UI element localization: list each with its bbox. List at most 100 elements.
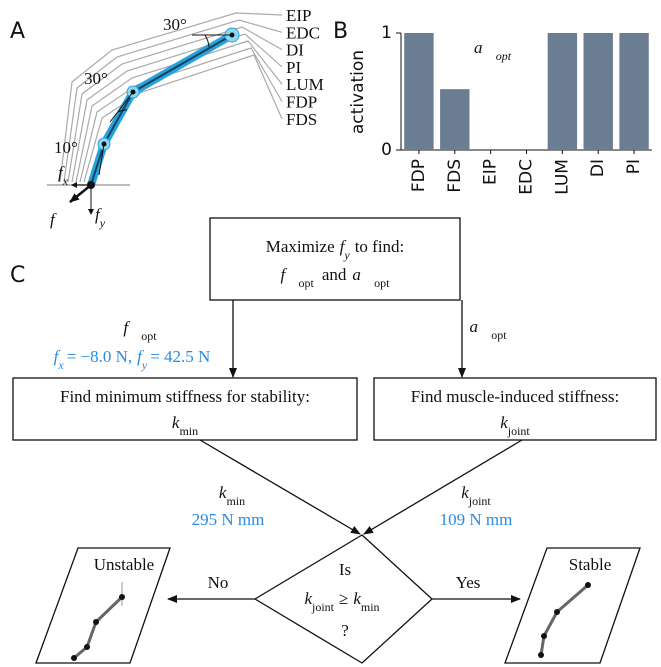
symbol: a⃗ [352,265,374,284]
fy-label: fy [95,205,106,230]
decision-text: ? [341,621,349,640]
tendons [59,12,283,183]
subscript: joint [311,600,335,614]
x-tick-label: FDP [409,159,429,192]
annotation: a⃗opt [474,38,512,63]
force-values: fx = −8.0 N, fy = 42.5 N [54,347,211,372]
fx-label: fx [58,163,69,188]
symbol: f⃗ [281,265,299,284]
y-axis-label: activation [348,50,368,134]
angle-label: 10° [54,138,78,157]
x-tick-label: PI [624,159,644,174]
box-text: Find muscle-induced stiffness: [411,387,619,406]
start-box [209,217,461,301]
finger-axis [90,34,233,186]
symbol: f [340,237,347,256]
tendon [63,19,283,183]
process-box [12,377,358,441]
f-arrow [69,184,92,203]
subscript: opt [298,276,314,290]
symbol: k [304,589,312,608]
edge-label: kmin [219,483,245,508]
y-tick-label: 1 [381,23,392,43]
angle-label: 30° [163,15,187,34]
panel-label: C [10,263,25,288]
value: = 42.5 N [150,347,210,366]
angle-arc [204,34,210,48]
muscle-label: LUM [286,75,324,94]
outcome-box [35,547,171,664]
edge-label: No [208,573,229,592]
x-tick-label: FDS [445,159,465,193]
subscript: opt [141,329,157,343]
subscript: opt [374,276,390,290]
decision-text: kjoint ≥ kmin [304,589,379,614]
joint-dot [93,619,99,625]
subscript: joint [468,494,492,508]
decision-text: Is [339,560,351,579]
box-text: kjoint [500,413,530,438]
edge [363,439,523,535]
symbol: f [95,205,102,224]
stiffness-value: 109 N mm [440,510,513,529]
edge [199,439,361,535]
muscle-label: FDS [286,110,317,129]
symbol: a⃗ [474,38,496,57]
symbol: f [54,347,61,366]
x-tick-label: DI [588,159,608,177]
symbol: f [137,347,144,366]
bar [404,33,434,150]
start-line2: f⃗opt and a⃗opt [281,265,391,290]
muscle-label: PI [286,58,301,77]
joint-dot [538,652,544,658]
subscript: min [179,424,198,438]
edge-label: Yes [456,573,481,592]
subscript: y [343,248,350,262]
x-tick-label: EIP [481,159,501,185]
angle-ref [98,143,105,176]
process-box [373,377,657,441]
tendon [79,47,283,183]
muscle-label: EIP [286,6,312,25]
symbol: f⃗ [123,318,141,337]
joint-dot [541,633,547,639]
subscript: opt [496,49,512,63]
symbol: k [353,589,361,608]
subscript: x [62,174,69,188]
subscript: x [57,358,64,372]
subscript: min [361,600,380,614]
panel-label: B [333,19,348,44]
symbol: k [219,483,227,502]
outcome-label: Stable [569,555,612,574]
subscript: joint [507,424,531,438]
tendon [71,33,283,183]
angle-label: 30° [84,69,108,88]
bar [583,33,613,150]
text: Maximize [266,237,335,256]
joint-dot [84,644,90,650]
f-label: f⃗ [50,210,68,229]
subscript: y [99,216,106,230]
bar [547,33,578,150]
outcome-label: Unstable [94,555,154,574]
panel-label: A [10,19,25,44]
symbol: k [500,413,508,432]
bar [440,89,470,150]
tendon [59,12,283,183]
angle-arc [117,109,128,113]
tendon [83,54,283,183]
tendon [75,40,283,183]
outcome-box [504,547,641,664]
subscript: y [141,358,148,372]
text: to find: [355,237,405,256]
flowchart: Maximize fy to find: f⃗opt and a⃗opt f⃗opt f… [12,217,657,664]
bar [619,33,649,150]
angle-ref [109,91,134,123]
subscript: min [226,494,245,508]
finger-pose [539,583,589,656]
joint-dot [585,582,591,588]
joint-dot [119,594,125,600]
value: = −8.0 N, [67,347,132,366]
muscle-label: EDC [286,23,320,42]
